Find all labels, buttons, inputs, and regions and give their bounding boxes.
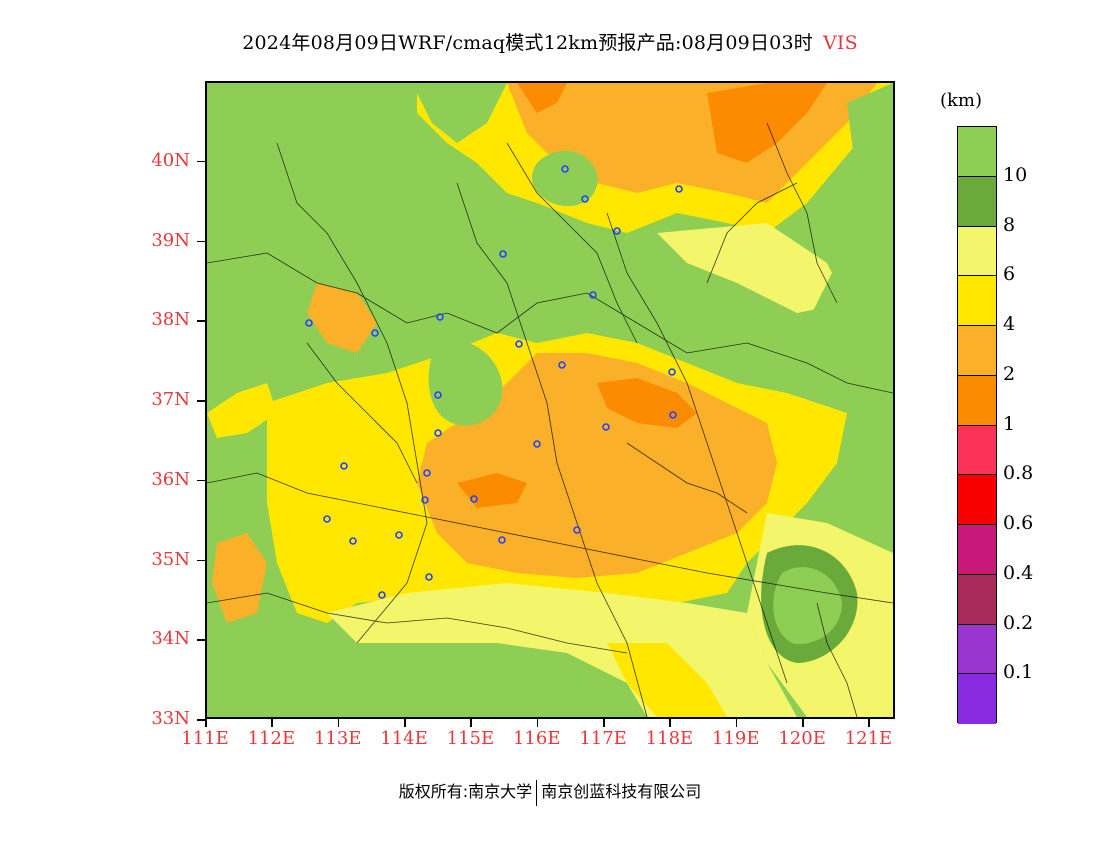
colorbar-segment [958,276,996,326]
lon-tick-mark [470,719,472,727]
lat-tick-mark [197,559,205,561]
lat-tick-mark [197,240,205,242]
lon-tick-label: 112E [247,728,296,749]
lon-tick-mark [802,719,804,727]
colorbar-segment [958,127,996,177]
colorbar-label: 0.1 [1003,661,1034,684]
east-green-region [807,83,893,413]
northeast-light-yellow [657,223,847,313]
lon-tick-mark [404,719,406,727]
west-yellow-strip [207,383,277,438]
lat-tick-mark [197,320,205,322]
lon-tick-label: 120E [778,728,826,749]
colorbar-label: 0.4 [1003,561,1034,584]
colorbar-label: 4 [1003,313,1016,335]
lon-tick-mark [536,719,539,727]
map-canvas [207,83,893,717]
lat-tick-label: 37N [151,389,190,410]
lon-tick-label: 111E [181,728,229,749]
colorbar-label: 0.6 [1003,512,1034,534]
colorbar-segment [958,525,996,575]
lat-tick-label: 35N [151,548,190,570]
colorbar-segment [958,226,996,277]
colorbar-segment [958,475,996,525]
lon-tick-label: 121E [844,728,893,749]
colorbar-unit: (km) [940,90,983,111]
colorbar-label: 2 [1003,362,1016,385]
station-markers [305,165,683,599]
lon-tick-mark [868,719,870,727]
colorbar-segment [958,574,996,625]
lon-tick-mark [669,719,671,727]
lat-tick-label: 38N [151,309,190,331]
lon-tick-label: 113E [313,728,362,749]
central-dark-orange [457,378,697,508]
colorbar-segment [958,326,996,376]
lon-tick-label: 119E [712,728,760,749]
lon-tick-label: 116E [512,728,561,749]
lon-tick-label: 117E [579,728,627,749]
lon-tick-mark [271,719,273,727]
lon-tick-label: 115E [446,728,495,749]
lon-tick-mark [337,719,340,727]
lat-tick-label: 36N [151,468,190,490]
lon-tick-label: 118E [645,728,694,749]
northwest-green [412,83,507,143]
lat-tick-mark [197,719,205,721]
lon-tick-label: 114E [380,728,428,749]
lat-tick-mark [197,639,205,641]
lon-tick-mark [205,719,207,727]
boundary-lines [207,122,893,717]
southwest-orange [212,533,267,623]
colorbar-label: 8 [1003,213,1016,236]
colorbar-label: 6 [1003,263,1016,286]
south-yellow-inner [607,643,727,717]
north-green-pocket [532,150,598,207]
colorbar [957,126,997,724]
colorbar-label: 0.8 [1003,462,1034,485]
colorbar-label: 10 [1003,163,1028,186]
lat-tick-label: 39N [151,229,190,251]
footer: 版权所有:南京大学 南京创蓝科技有限公司 [0,778,1100,806]
colorbar-label: 0.2 [1003,611,1034,634]
variable-label: VIS [822,32,858,54]
copyright-right: 南京创蓝科技有限公司 [541,782,702,801]
lat-tick-label: 33N [151,708,190,729]
visibility-map [205,81,895,719]
central-green-pocket [428,340,503,426]
title-text: 2024年08月09日WRF/cmaq模式12km预报产品:08月09日03时 [242,32,813,54]
colorbar-segment [958,674,996,724]
colorbar-segment [958,425,996,476]
southeast-green-core [773,567,842,644]
west-orange-patch [307,283,377,353]
north-dark-orange-zone [517,83,827,163]
copyright-left: 版权所有:南京大学 [398,782,533,801]
colorbar-segment [958,176,996,227]
lon-tick-mark [603,719,605,727]
colorbar-segment [958,624,996,675]
footer-separator [536,779,538,806]
map-title: 2024年08月09日WRF/cmaq模式12km预报产品:08月09日03时 V… [0,28,1100,55]
lat-tick-label: 40N [151,149,190,171]
colorbar-label: 1 [1003,412,1016,435]
lat-tick-mark [197,160,205,163]
lon-tick-mark [735,719,738,727]
colorbar-segment [958,375,996,426]
lat-tick-mark [197,479,205,482]
lat-tick-label: 34N [151,628,190,650]
lat-tick-mark [197,400,205,402]
